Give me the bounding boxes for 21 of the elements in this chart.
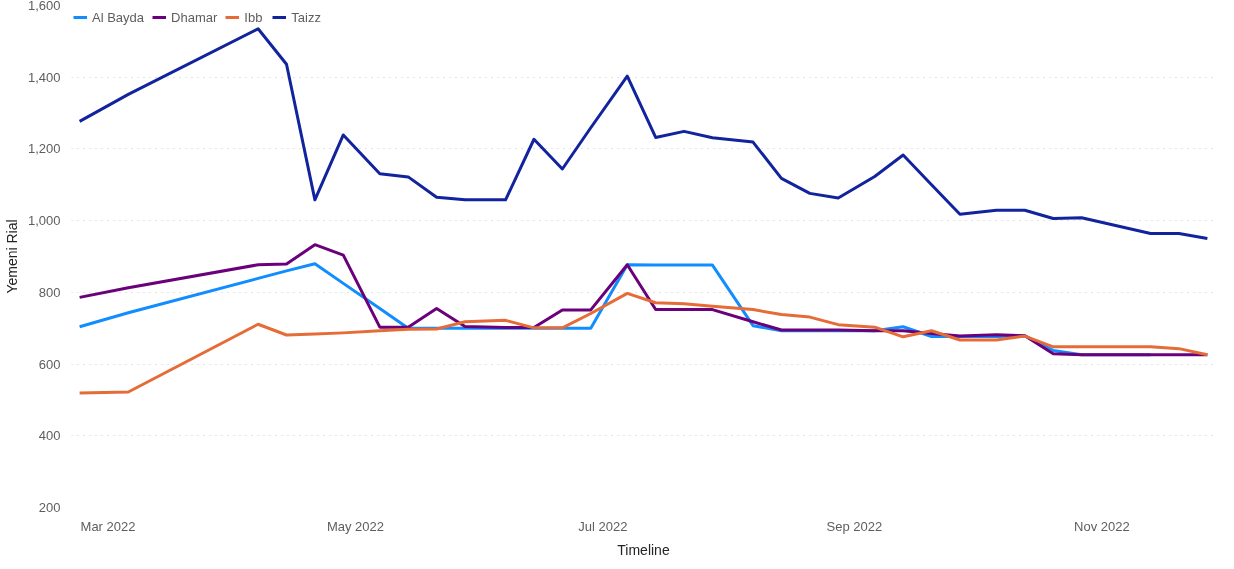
y-tick-label: 200 bbox=[38, 500, 61, 515]
legend-label: Al Bayda bbox=[92, 9, 145, 25]
x-axis-title: Timeline bbox=[617, 541, 670, 558]
y-tick-label: 1,200 bbox=[27, 141, 61, 157]
y-axis-title: Yemeni Rial bbox=[3, 219, 20, 294]
y-tick-label: 400 bbox=[38, 428, 61, 444]
x-tick-label: Jul 2022 bbox=[578, 518, 628, 534]
y-tick-label: 1,600 bbox=[27, 0, 61, 13]
x-tick-label: Sep 2022 bbox=[826, 518, 883, 534]
legend-label: Ibb bbox=[244, 9, 264, 25]
x-tick-label: May 2022 bbox=[326, 518, 385, 534]
x-tick-label: Nov 2022 bbox=[1074, 518, 1130, 534]
y-tick-label: 800 bbox=[38, 284, 61, 300]
x-tick-label: Mar 2022 bbox=[80, 518, 136, 534]
legend-label: Taizz bbox=[291, 9, 321, 25]
y-tick-label: 1,000 bbox=[27, 213, 61, 229]
legend-label: Dhamar bbox=[171, 9, 218, 25]
line-series bbox=[78, 27, 1209, 241]
y-tick-label: 1,400 bbox=[27, 69, 61, 85]
line-series bbox=[78, 291, 1209, 395]
y-tick-label: 600 bbox=[38, 356, 61, 372]
